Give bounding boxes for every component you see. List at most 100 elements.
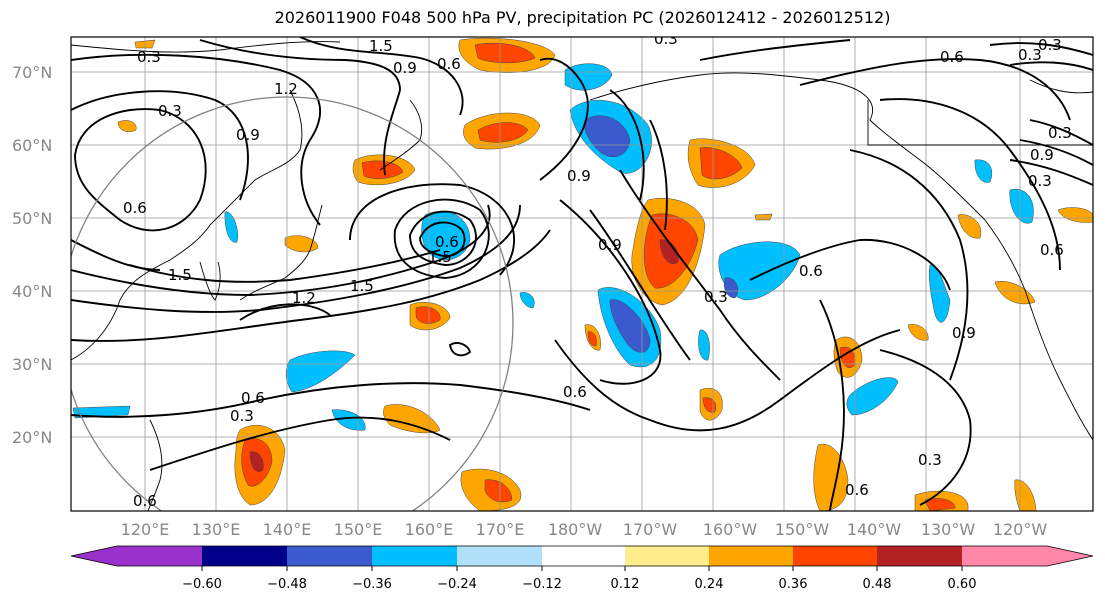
- precip-blob: [907, 324, 929, 341]
- pv-contour: [1009, 61, 1093, 71]
- pv-contour: [349, 183, 516, 276]
- lat-label: 20°N: [12, 428, 52, 447]
- contour-label: 1.5: [428, 248, 452, 266]
- contour-label: 0.6: [123, 199, 147, 217]
- lat-label: 70°N: [12, 63, 52, 82]
- colorbar-tick-label: −0.48: [267, 577, 307, 592]
- contour-label: 0.9: [393, 59, 417, 77]
- contour-label: 0.3: [1028, 172, 1052, 190]
- precip-blob: [587, 331, 597, 347]
- colorbar-bin: [877, 546, 962, 566]
- border-us-canada: [867, 100, 1093, 146]
- precip-blob: [846, 377, 899, 416]
- contour-label: 0.6: [435, 233, 459, 251]
- contour-label: 0.6: [799, 262, 823, 280]
- border-hudson: [1029, 79, 1093, 94]
- contour-label: 1.5: [350, 277, 374, 295]
- contour-label: 0.6: [437, 55, 461, 73]
- precip-blob: [117, 120, 137, 132]
- lat-label: 40°N: [12, 282, 52, 301]
- pv-contour: [71, 53, 321, 226]
- contour-label: 0.3: [704, 288, 728, 306]
- pv-contour: [71, 239, 161, 271]
- colorbar-tick-label: 0.36: [779, 577, 808, 592]
- contour-label: 0.6: [1040, 241, 1064, 259]
- precip-blob: [1009, 188, 1034, 224]
- latitude-labels: 70°N 60°N 50°N 40°N 30°N 20°N: [12, 63, 52, 447]
- contour-label: 0.3: [654, 30, 678, 48]
- precip-blob: [609, 299, 651, 353]
- colorbar-bins: [117, 546, 1047, 566]
- colorbar-bin: [625, 546, 709, 566]
- precip-blob: [285, 350, 356, 393]
- lon-label: 130°W: [921, 520, 976, 539]
- pv-contour: [989, 42, 1093, 56]
- colorbar-tick-label: 0.24: [695, 577, 724, 592]
- contour-label: 0.9: [598, 236, 622, 254]
- colorbar-low-extension: [71, 546, 117, 566]
- graticule: [71, 37, 1093, 511]
- colorbar-tick-label: −0.36: [352, 577, 392, 592]
- contour-label: 1.5: [369, 37, 393, 55]
- contour-label: 0.9: [567, 167, 591, 185]
- precip-blob: [284, 235, 319, 253]
- pv-contour: [799, 58, 1071, 121]
- precip-blob: [974, 159, 993, 183]
- colorbar-bin: [287, 546, 372, 566]
- lon-label: 130°E: [192, 520, 241, 539]
- lon-label: 140°W: [847, 520, 902, 539]
- contour-label: 0.9: [952, 324, 976, 342]
- pv-contour: [74, 108, 207, 232]
- precip-blob: [383, 404, 441, 434]
- contour-label: 0.6: [845, 481, 869, 499]
- colorbar-tick-label: −0.24: [437, 577, 477, 592]
- precip-blob: [474, 42, 536, 64]
- pv-contours: [71, 37, 1093, 511]
- lon-label: 120°W: [993, 520, 1048, 539]
- coastline-alaska: [589, 72, 1093, 441]
- contour-label: 1.2: [274, 80, 298, 98]
- colorbar: −0.60 −0.48 −0.36 −0.24 −0.12 0.12 0.24 0.36 0.4…: [70, 545, 1094, 592]
- pv-contour: [699, 39, 851, 61]
- pv-contour: [879, 98, 1061, 271]
- pv-contour: [71, 204, 491, 296]
- contour-label: 0.9: [1030, 146, 1054, 164]
- lon-label: 140°E: [263, 520, 312, 539]
- colorbar-bin: [117, 546, 202, 566]
- precip-blob: [702, 397, 716, 413]
- pv-contour: [129, 249, 441, 283]
- lat-label: 60°N: [12, 136, 52, 155]
- contour-label: 0.3: [158, 102, 182, 120]
- colorbar-bin: [962, 546, 1047, 566]
- precip-blob: [249, 451, 264, 472]
- lat-label: 50°N: [12, 209, 52, 228]
- pv-contour: [71, 204, 521, 313]
- colorbar-high-extension: [1047, 546, 1093, 566]
- lon-label: 120°E: [121, 520, 170, 539]
- precip-blob: [331, 409, 366, 431]
- pv-contour: [1019, 139, 1093, 166]
- contour-labels: 0.3 0.6 0.9 1.2 1.5 0.3 0.6 0.9 1.5 1.5 …: [123, 30, 1072, 510]
- precip-blob: [415, 306, 441, 324]
- precip-blob: [957, 214, 982, 239]
- coastline-korea: [199, 261, 221, 301]
- coastline-arctic: [71, 41, 341, 53]
- coastline-philippines: [147, 419, 163, 511]
- colorbar-bin: [457, 546, 542, 566]
- coastlines: [71, 41, 1093, 511]
- precip-blob: [361, 160, 404, 179]
- colorbar-bin: [793, 546, 877, 566]
- contour-label: 0.6: [563, 383, 587, 401]
- precip-blob: [699, 147, 743, 180]
- precip-blob: [994, 280, 1036, 305]
- precip-blob: [519, 292, 535, 309]
- pv-contour: [149, 416, 451, 471]
- precip-blob: [754, 213, 773, 221]
- pv-contour: [71, 90, 249, 201]
- contour-label: 0.3: [918, 451, 942, 469]
- contour-label: 0.6: [940, 48, 964, 66]
- distance-circle: [71, 96, 514, 511]
- precipitation-shading: [72, 37, 1093, 511]
- pv-contour: [299, 37, 464, 116]
